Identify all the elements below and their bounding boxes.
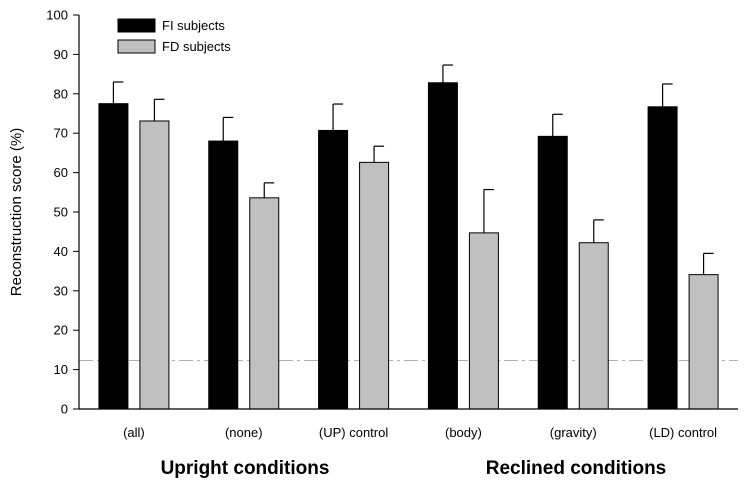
group-label-upright: Upright conditions [161, 458, 330, 479]
plot-area: 0 10 20 30 40 50 60 70 80 90 100 (all) (none) (UP) c… [46, 8, 738, 440]
bar-fi [427, 82, 458, 410]
category-label: (all) [123, 425, 145, 440]
bar-fd [359, 161, 390, 410]
category-label: (none) [225, 425, 263, 440]
y-tick-label: 10 [54, 362, 68, 377]
bar-fi [208, 140, 239, 410]
category-label: (LD) control [649, 425, 717, 440]
y-tick-label: 70 [54, 126, 68, 141]
legend-label-fd: FD subjects [162, 39, 231, 54]
y-tick-label: 80 [54, 86, 68, 101]
y-tick-label: 0 [61, 402, 68, 417]
y-axis-title: Reconstruction score (%) [8, 128, 25, 296]
bar-fd [139, 120, 170, 410]
category-label: (UP) control [319, 425, 388, 440]
y-tick-label: 60 [54, 165, 68, 180]
y-ticks: 0 10 20 30 40 50 60 70 80 90 100 [46, 8, 79, 417]
y-tick-label: 20 [54, 323, 68, 338]
bar-fi [318, 129, 349, 410]
y-tick-label: 50 [54, 205, 68, 220]
bars-layer [98, 64, 719, 410]
y-tick-label: 100 [46, 8, 68, 23]
legend: FI subjects FD subjects [117, 18, 231, 54]
category-label: (body) [445, 425, 482, 440]
bar-fi [647, 106, 678, 410]
x-category-labels: (all) (none) (UP) control (body) (gravity) (L… [123, 425, 717, 440]
legend-swatch-fd [117, 39, 156, 54]
y-tick-label: 40 [54, 244, 68, 259]
bar-fd [578, 242, 609, 410]
category-label: (gravity) [550, 425, 597, 440]
y-tick-label: 30 [54, 283, 68, 298]
bar-fi [537, 135, 568, 410]
bar-fi [98, 103, 129, 410]
bar-fd [249, 197, 280, 410]
legend-swatch-fi [117, 18, 156, 33]
bar-fd [468, 232, 499, 410]
legend-label-fi: FI subjects [162, 18, 225, 33]
bar-fd [688, 274, 719, 410]
y-tick-label: 90 [54, 47, 68, 62]
group-label-reclined: Reclined conditions [486, 458, 667, 479]
